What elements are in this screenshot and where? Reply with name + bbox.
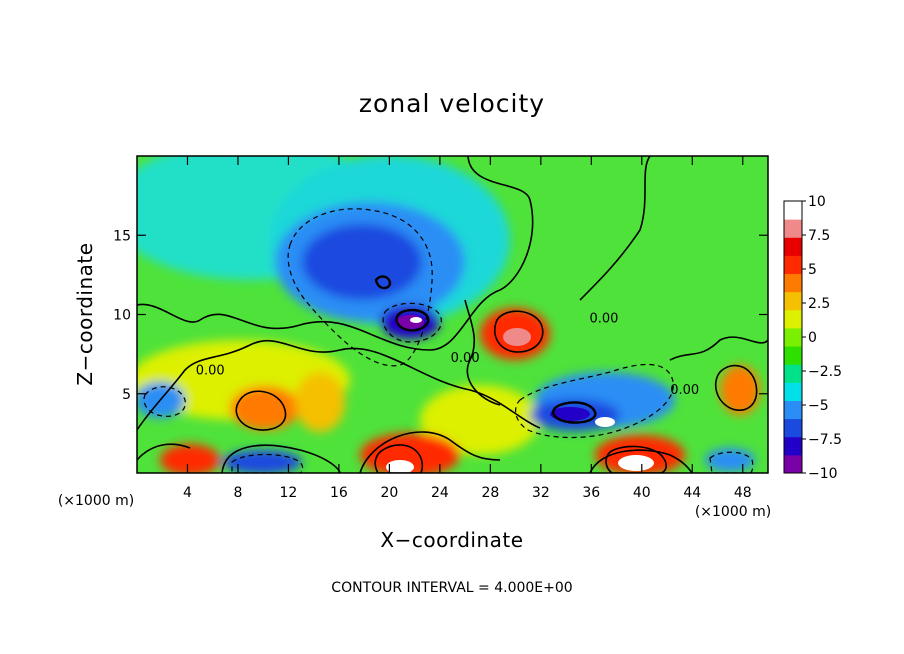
field-region-blue-bottom-right bbox=[705, 448, 755, 472]
y-tick-label: 10 bbox=[113, 308, 131, 324]
colorbar-swatch bbox=[784, 364, 802, 383]
field-region-orange-left bbox=[230, 386, 300, 430]
colorbar-tick-label: −10 bbox=[808, 466, 838, 482]
x-tick-label: 12 bbox=[280, 485, 298, 501]
x-axis-label: X−coordinate bbox=[380, 528, 523, 552]
contour-negative-core bbox=[382, 302, 442, 343]
chart-title: zonal velocity bbox=[359, 89, 545, 118]
field-core-max-right bbox=[618, 455, 654, 471]
field-region-orange-right bbox=[720, 365, 760, 415]
zero-contour-lower bbox=[137, 339, 541, 431]
colorbar-tick-label: −5 bbox=[808, 398, 829, 414]
contour-label: 0.00 bbox=[670, 383, 699, 398]
contour-positive-left bbox=[235, 390, 287, 431]
field-region-gold-left bbox=[295, 372, 345, 432]
zero-contour-bottom bbox=[221, 444, 341, 473]
contour-core-min bbox=[395, 308, 430, 332]
colorbar-swatch bbox=[784, 436, 802, 456]
x-axis-ticks: 4 8 12 16 20 24 28 32 36 40 44 48 bbox=[183, 156, 752, 501]
zero-contour-bottom-right bbox=[589, 449, 693, 473]
y-axis-ticks: 5 10 15 bbox=[113, 228, 768, 403]
field-core-max-bottom bbox=[386, 460, 414, 473]
x-tick-label: 8 bbox=[233, 485, 242, 501]
contour-core-min-small bbox=[374, 275, 392, 290]
colorbar-tick-label: −2.5 bbox=[808, 364, 842, 380]
zero-contour-center bbox=[464, 299, 501, 406]
x-tick-label: 36 bbox=[582, 485, 600, 501]
y-tick-label: 15 bbox=[113, 228, 131, 244]
y-axis-label: Z−coordinate bbox=[73, 242, 97, 385]
contour-positive-bottom-right bbox=[605, 445, 667, 473]
field-region-yellow-mid bbox=[420, 385, 540, 455]
contour-positive-bottom bbox=[374, 444, 424, 473]
zero-contour-bottom-left bbox=[137, 443, 191, 461]
field-core-max-center bbox=[503, 328, 531, 346]
colorbar-swatch bbox=[784, 454, 802, 474]
x-tick-label: 4 bbox=[183, 485, 192, 501]
contour-label: 0.00 bbox=[451, 351, 480, 366]
field-region-blue-bottom bbox=[222, 450, 302, 473]
heatmap-field: 0.00 0.00 0.00 0.00 bbox=[137, 156, 768, 473]
colorbar bbox=[784, 201, 802, 474]
colorbar-tick-label: 7.5 bbox=[808, 228, 830, 244]
x-tick-label: 44 bbox=[683, 485, 701, 501]
colorbar-swatch bbox=[784, 346, 802, 365]
colorbar-swatch bbox=[784, 327, 802, 347]
colorbar-swatch bbox=[784, 219, 802, 238]
field-region-red-bottom-left bbox=[160, 444, 220, 473]
colorbar-tick-label: 10 bbox=[808, 194, 826, 210]
colorbar-swatch bbox=[784, 309, 802, 329]
contour-positive-right bbox=[714, 364, 758, 411]
contour-labels: 0.00 0.00 0.00 0.00 bbox=[196, 311, 699, 397]
contour-negative-right bbox=[514, 363, 674, 439]
contour-core-min-right bbox=[552, 401, 597, 424]
colorbar-swatch bbox=[784, 255, 802, 275]
colorbar-swatch bbox=[784, 418, 802, 438]
extreme-contours bbox=[374, 275, 597, 424]
field-region-red-bottom-right bbox=[595, 435, 685, 473]
zero-contour-main bbox=[137, 156, 534, 351]
colorbar-swatch bbox=[784, 201, 802, 220]
colorbar-swatch bbox=[784, 400, 802, 420]
x-tick-label: 32 bbox=[532, 485, 550, 501]
colorbar-tick-label: −7.5 bbox=[808, 432, 842, 448]
x-unit-left: (×1000 m) bbox=[58, 493, 134, 509]
field-core-max-small bbox=[595, 417, 615, 427]
colorbar-swatch bbox=[784, 237, 802, 256]
field-core-min-right bbox=[550, 407, 590, 421]
zero-contour-right bbox=[579, 156, 651, 301]
contour-interval-note: CONTOUR INTERVAL = 4.000E+00 bbox=[331, 580, 572, 596]
x-tick-label: 16 bbox=[330, 485, 348, 501]
x-tick-label: 28 bbox=[481, 485, 499, 501]
zero-contour-bottom-center bbox=[359, 431, 501, 473]
colorbar-swatch bbox=[784, 273, 802, 293]
contour-negative-left bbox=[143, 386, 186, 417]
x-tick-label: 40 bbox=[633, 485, 651, 501]
colorbar-tick-label: 2.5 bbox=[808, 296, 830, 312]
colorbar-swatch bbox=[784, 382, 802, 401]
colorbar-tick-label: 5 bbox=[808, 262, 817, 278]
field-region-blue-inner bbox=[302, 224, 422, 300]
x-unit-right: (×1000 m) bbox=[695, 504, 771, 520]
contour-label: 0.00 bbox=[196, 364, 225, 379]
x-tick-label: 24 bbox=[431, 485, 449, 501]
field-core-min-white bbox=[410, 317, 422, 323]
y-tick-label: 5 bbox=[122, 387, 131, 403]
contour-label: 0.00 bbox=[589, 311, 618, 326]
colorbar-swatch bbox=[784, 291, 802, 311]
colorbar-ticks: 10 7.5 5 2.5 0 −2.5 −5 −7.5 −10 bbox=[802, 194, 842, 482]
x-tick-label: 20 bbox=[380, 485, 398, 501]
x-tick-label: 48 bbox=[734, 485, 752, 501]
contour-positive-center bbox=[493, 310, 544, 353]
zero-contour-far-right bbox=[669, 336, 768, 361]
colorbar-tick-label: 0 bbox=[808, 330, 817, 346]
zero-contours bbox=[137, 156, 768, 473]
